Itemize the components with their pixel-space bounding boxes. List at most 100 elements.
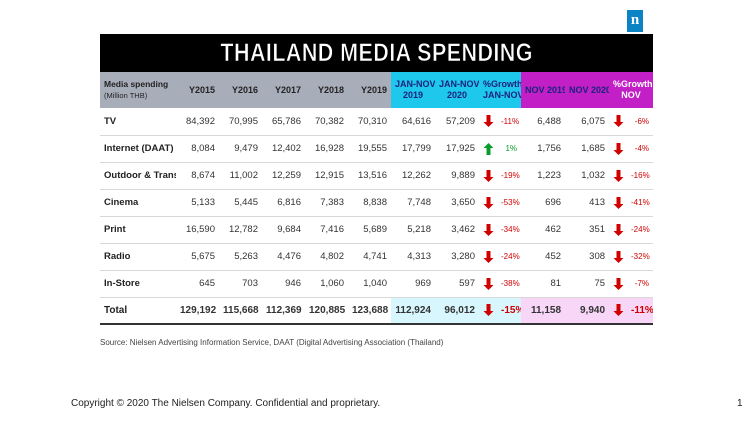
header-year: Y2018 [305,72,348,108]
table-header-row: Media spending (Million THB) Y2015 Y2016… [100,72,654,108]
cell-year-value: 9,479 [234,143,258,154]
cell-nov-growth: -24% [631,225,650,234]
cell-ytd-trend [479,243,497,270]
header-ytd-2020: JAN-NOV 2020 [435,72,479,108]
table-row: Internet (DAAT) 8,084 9,479 12,402 16,928 19,… [100,135,654,162]
arrow-down-icon [613,169,624,182]
row-label: Total [104,304,128,316]
cell-nov-2020: 75 [594,278,606,289]
cell-year-value: 13,516 [357,170,387,181]
cell-year-value: 4,476 [277,251,301,262]
cell-nov-2020: 351 [589,224,606,235]
cell-year-value: 123,688 [352,304,389,316]
arrow-down-icon [483,196,493,209]
cell-nov-2020: 9,940 [565,297,610,324]
cell-year-value: 12,402 [271,143,301,154]
header-nov-2020: NOV 2020 [565,72,610,108]
arrow-down-icon [483,115,493,128]
cell-ytd-growth: -11% [501,116,520,126]
header-media-label: Media spending (Million THB) [100,72,176,108]
cell-year-value: 4,802 [320,251,344,262]
cell-ytd-growth: -19% [501,171,520,180]
row-label: Radio [104,251,131,262]
cell-ytd-2020: 96,012 [435,297,479,324]
cell-nov-growth: -4% [634,144,650,153]
cell-year-value: 120,885 [309,304,346,316]
cell-ytd-growth: -53% [501,198,520,207]
cell-nov-2019: 1,223 [537,170,562,181]
cell-ytd-trend [479,297,497,324]
cell-nov-2019: 6,488 [537,115,562,127]
cell-nov-2020: 1,685 [581,143,606,154]
cell-year-value: 129,192 [180,304,217,316]
cell-year-value: 5,263 [234,251,258,262]
cell-nov-2020: 308 [589,251,606,262]
table-row: Radio 5,675 5,263 4,476 4,802 4,741 4,313 3,280… [100,243,654,270]
page-title: THAILAND MEDIA SPENDING [220,38,533,67]
header-nov-2019: NOV 2019 [521,72,566,108]
row-label: In-Store [104,278,140,289]
table-row: Cinema 5,133 5,445 6,816 7,383 8,838 7,748 3,65… [100,189,654,216]
cell-year-value: 5,675 [191,251,215,262]
cell-year-value: 12,782 [228,224,258,235]
cell-ytd-growth: -38% [501,279,520,288]
arrow-down-icon [613,196,624,209]
row-label: Internet (DAAT) [104,143,174,154]
cell-nov-trend [609,216,627,243]
cell-nov-2019: 81 [550,278,562,289]
source-note: Source: Nielsen Advertising Information … [100,338,444,347]
cell-ytd-2019: 969 [415,278,431,289]
cell-ytd-trend [479,216,497,243]
arrow-down-icon [613,250,624,263]
header-year: Y2017 [262,72,305,108]
cell-nov-2019: 1,756 [537,143,562,154]
table-row: TV 84,392 70,995 65,786 70,382 70,310 64,616 57… [100,108,654,135]
cell-year-value: 84,392 [185,115,215,127]
row-label: Print [104,224,126,235]
cell-nov-2020: 1,032 [581,170,606,181]
cell-year-value: 65,786 [271,115,301,127]
row-label: TV [104,115,117,127]
cell-ytd-trend [479,108,497,135]
cell-ytd-2020: 17,925 [445,143,475,154]
cell-year-value: 9,684 [277,224,301,235]
cell-year-value: 8,838 [363,197,387,208]
cell-ytd-2019: 17,799 [401,143,431,154]
arrow-up-icon [483,142,493,155]
header-year: Y2019 [348,72,391,108]
arrow-down-icon [483,223,493,236]
arrow-down-icon [483,250,493,263]
cell-ytd-growth: 1% [505,144,518,153]
cell-year-value: 112,369 [266,304,302,316]
table-row: Print 16,590 12,782 9,684 7,416 5,689 5,218 3,4… [100,216,654,243]
table-body: TV 84,392 70,995 65,786 70,382 70,310 64,616 57… [100,108,654,324]
arrow-down-icon [613,142,624,155]
cell-year-value: 7,383 [320,197,344,208]
arrow-down-icon [613,115,624,128]
cell-year-value: 70,382 [314,115,344,127]
cell-year-value: 115,668 [223,304,259,316]
nielsen-logo: n [627,10,643,32]
header-nov-growth: %Growth NOV [609,72,654,108]
cell-nov-trend [609,135,627,162]
cell-ytd-trend [479,270,497,297]
cell-nov-growth: -6% [634,116,650,126]
cell-nov-trend [609,297,628,324]
total-row: Total 129,192 115,668 112,369 120,885 123,688… [100,297,654,324]
cell-ytd-trend [479,162,497,189]
cell-nov-trend [609,189,627,216]
cell-nov-2019: 11,158 [521,297,566,324]
cell-ytd-2020: 3,462 [451,224,475,235]
cell-year-value: 703 [242,278,258,289]
page-number: 1 [737,398,743,409]
cell-year-value: 6,816 [277,197,301,208]
cell-ytd-growth: -34% [501,225,520,234]
copyright-footer: Copyright © 2020 The Nielsen Company. Co… [71,398,381,409]
cell-ytd-2019: 12,262 [401,170,431,181]
cell-ytd-2020: 9,889 [451,170,475,181]
cell-year-value: 1,060 [320,278,344,289]
arrow-down-icon [613,223,624,236]
cell-nov-growth: -16% [631,171,650,180]
title-banner: THAILAND MEDIA SPENDING [100,34,653,72]
cell-ytd-growth: -15% [497,297,522,324]
